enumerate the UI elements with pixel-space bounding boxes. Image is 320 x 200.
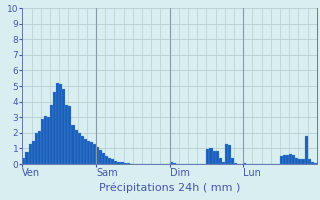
- Bar: [78, 133, 81, 164]
- Bar: [311, 162, 314, 164]
- Bar: [283, 155, 286, 164]
- Bar: [71, 125, 75, 164]
- Bar: [81, 136, 84, 164]
- Bar: [117, 162, 121, 164]
- Bar: [111, 159, 115, 164]
- Bar: [62, 89, 65, 164]
- Bar: [305, 136, 308, 164]
- Bar: [216, 151, 219, 164]
- Bar: [206, 149, 210, 164]
- Bar: [308, 159, 311, 164]
- Bar: [292, 155, 295, 164]
- Bar: [121, 162, 124, 164]
- Bar: [56, 83, 59, 164]
- Bar: [115, 161, 117, 164]
- Bar: [68, 106, 71, 164]
- Bar: [219, 158, 222, 164]
- Bar: [225, 144, 228, 164]
- Bar: [53, 92, 56, 164]
- Bar: [41, 119, 44, 164]
- Bar: [84, 139, 87, 164]
- Bar: [108, 158, 111, 164]
- Bar: [28, 144, 32, 164]
- Bar: [105, 156, 108, 164]
- Bar: [289, 154, 292, 164]
- Bar: [65, 105, 68, 164]
- Bar: [301, 159, 305, 164]
- Bar: [231, 158, 234, 164]
- Bar: [87, 141, 90, 164]
- Bar: [234, 163, 237, 164]
- Bar: [22, 158, 26, 164]
- Bar: [93, 144, 96, 164]
- Bar: [75, 130, 78, 164]
- Bar: [102, 153, 105, 164]
- Bar: [243, 163, 246, 164]
- Bar: [90, 142, 93, 164]
- Bar: [286, 155, 289, 164]
- Bar: [96, 147, 99, 164]
- Bar: [222, 162, 225, 164]
- Bar: [99, 150, 102, 164]
- Bar: [124, 163, 127, 164]
- Bar: [35, 133, 38, 164]
- Bar: [212, 151, 216, 164]
- Bar: [210, 148, 212, 164]
- X-axis label: Précipitations 24h ( mm ): Précipitations 24h ( mm ): [99, 182, 240, 193]
- Bar: [127, 163, 130, 164]
- Bar: [173, 163, 176, 164]
- Bar: [228, 144, 231, 164]
- Bar: [298, 159, 301, 164]
- Bar: [280, 156, 283, 164]
- Bar: [32, 141, 35, 164]
- Bar: [50, 105, 53, 164]
- Bar: [314, 163, 317, 164]
- Bar: [26, 152, 28, 164]
- Bar: [295, 158, 298, 164]
- Bar: [47, 117, 50, 164]
- Bar: [170, 162, 173, 164]
- Bar: [38, 131, 41, 164]
- Bar: [59, 84, 62, 164]
- Bar: [44, 116, 47, 164]
